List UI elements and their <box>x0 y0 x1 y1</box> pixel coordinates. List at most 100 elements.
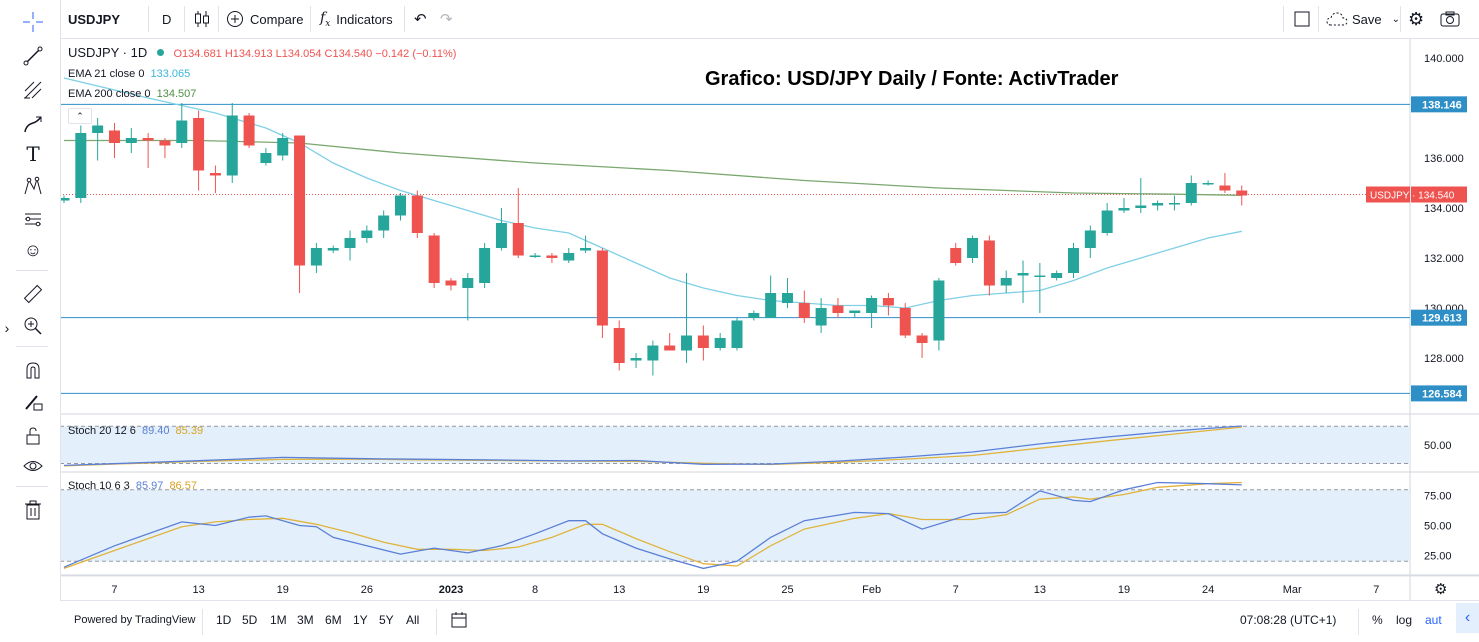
symbol-search-button[interactable]: USDJPY <box>68 0 120 38</box>
ema200-line <box>64 139 1242 196</box>
candle-down <box>193 118 205 171</box>
lock-tool[interactable] <box>18 424 48 448</box>
crosshair-tool[interactable] <box>18 10 48 34</box>
main-legend: USDJPY · 1D O134.681 H134.913 L134.054 C… <box>68 45 456 60</box>
layout-button[interactable] <box>1294 0 1310 38</box>
range-5d[interactable]: 5D <box>242 601 257 639</box>
candles-icon <box>195 11 209 27</box>
candle-down <box>664 345 676 351</box>
range-5d-label: 5D <box>242 613 258 627</box>
candle-down <box>546 255 558 258</box>
range-all[interactable]: All <box>406 601 419 639</box>
chevron-down-icon: ⌄ <box>1391 13 1401 25</box>
collapse-panel-button[interactable]: ‹ <box>1456 603 1479 633</box>
trendline-tool[interactable] <box>18 44 48 68</box>
go-to-date-button[interactable] <box>450 601 468 639</box>
trash-icon <box>25 500 41 520</box>
auto-toggle[interactable]: aut <box>1425 601 1442 639</box>
ema21-legend[interactable]: EMA 21 close 0 133.065 <box>68 68 190 80</box>
range-1y[interactable]: 1Y <box>353 601 368 639</box>
market-status-dot <box>156 49 164 56</box>
fib-tool[interactable] <box>18 78 48 102</box>
screenshot-button[interactable] <box>1440 0 1460 38</box>
powered-by-label: Powered by TradingView <box>74 614 196 626</box>
settings-button[interactable]: ⚙ <box>1408 0 1424 38</box>
stoch2-d-line <box>63 481 1242 570</box>
measure-tool[interactable] <box>18 282 48 306</box>
collapse-legend-button[interactable]: ⌃ <box>68 108 92 124</box>
trendline-icon <box>23 46 43 66</box>
square-icon <box>1294 11 1310 27</box>
timezone-button[interactable]: 07:08:28 (UTC+1) <box>1240 601 1336 639</box>
chart-type-button[interactable] <box>194 0 210 38</box>
expand-toolbar-button[interactable]: › <box>0 316 14 340</box>
redo-button[interactable]: ↷ <box>440 0 453 38</box>
candle-up <box>1152 203 1164 206</box>
text-tool[interactable]: T <box>18 142 48 166</box>
candle-down <box>209 173 221 176</box>
indicators-button[interactable]: fx Indicators <box>320 0 393 38</box>
time-tick-label: Mar <box>1283 584 1302 596</box>
candle-up <box>327 248 339 251</box>
price-tick-label: 128.000 <box>1424 353 1464 365</box>
candle-down <box>983 240 995 286</box>
magnet-tool[interactable] <box>18 358 48 382</box>
stoch2-tick-label: 25.00 <box>1424 550 1452 562</box>
prediction-tool[interactable] <box>18 207 48 231</box>
interval-label: D <box>162 11 172 27</box>
candle-down <box>411 195 423 233</box>
range-1d[interactable]: 1D <box>216 601 231 639</box>
pattern-tool[interactable] <box>18 174 48 198</box>
undo-button[interactable]: ↶ <box>414 0 427 38</box>
stoch1-legend[interactable]: Stoch 20 12 6 89.40 85.39 <box>68 425 203 437</box>
emoji-tool[interactable]: ☺ <box>18 238 48 262</box>
chevron-left-icon: ‹ <box>1464 609 1471 626</box>
candle-up <box>731 320 743 348</box>
lock-drawings-pencil[interactable] <box>18 390 48 414</box>
range-5y[interactable]: 5Y <box>379 601 394 639</box>
remove-drawings-tool[interactable] <box>18 498 48 522</box>
zoom-tool[interactable] <box>18 314 48 338</box>
candle-down <box>882 298 894 306</box>
stoch1-d-line <box>63 426 1242 467</box>
candle-up <box>344 238 356 248</box>
candle-up <box>378 215 390 231</box>
stoch2-k-line <box>63 481 1242 570</box>
time-tick-label: 13 <box>613 584 625 596</box>
pattern-icon <box>24 176 42 195</box>
time-tick-label: 19 <box>697 584 709 596</box>
level-price-label: 138.146 <box>1422 99 1462 111</box>
candle-up <box>361 230 373 238</box>
save-button[interactable]: Save ⌄ <box>1326 0 1400 38</box>
stoch2-d-value: 86.57 <box>169 480 197 492</box>
legend-ohlc: O134.681 H134.913 L134.054 C134.540 −0.1… <box>173 48 457 60</box>
percent-label: % <box>1372 613 1383 627</box>
percent-toggle[interactable]: % <box>1372 601 1383 639</box>
fx-icon: fx <box>320 9 331 29</box>
range-6m[interactable]: 6M <box>325 601 342 639</box>
candle-up <box>967 238 979 258</box>
interval-button[interactable]: D <box>162 0 171 38</box>
log-toggle[interactable]: log <box>1396 601 1412 639</box>
stoch2-legend[interactable]: Stoch 10 6 3 85.97 86.57 <box>68 480 197 492</box>
time-tick-label: 24 <box>1202 584 1214 596</box>
brush-tool[interactable] <box>18 112 48 136</box>
range-3m[interactable]: 3M <box>297 601 314 639</box>
candle-up <box>765 293 777 318</box>
candle-up <box>1068 248 1079 273</box>
camera-icon <box>1440 11 1460 27</box>
level-price-label: 126.584 <box>1422 388 1463 400</box>
candle-down <box>159 140 171 146</box>
top-toolbar: USDJPY D Compare fx Indicators ↶ ↷ Save <box>0 0 1479 39</box>
hide-drawings-tool[interactable] <box>18 454 48 478</box>
time-tick-label: 26 <box>361 584 373 596</box>
candle-up <box>462 278 474 288</box>
candle-up <box>815 308 827 326</box>
powered-by-link[interactable]: Powered by TradingView <box>74 601 195 639</box>
compare-button[interactable]: Compare <box>226 0 303 38</box>
pitchfork-icon <box>24 81 42 99</box>
ema200-legend[interactable]: EMA 200 close 0 134.507 <box>68 88 196 100</box>
range-3m-label: 3M <box>297 613 314 627</box>
range-1m[interactable]: 1M <box>270 601 287 639</box>
